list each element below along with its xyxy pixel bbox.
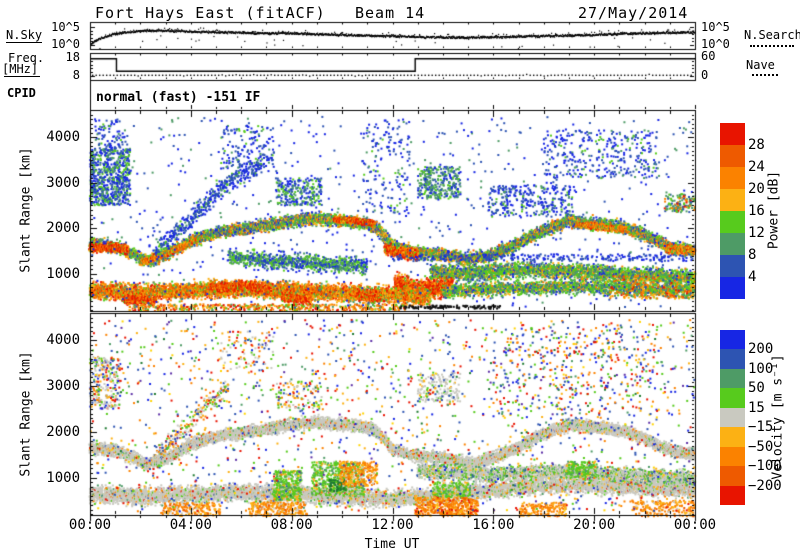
- x-tick-label: 00:00: [68, 517, 112, 533]
- power-colorbar-segment: [720, 145, 745, 167]
- nave-linestyle: [752, 74, 778, 76]
- power-range-tick-label: 2000: [46, 220, 80, 237]
- x-axis-title: Time UT: [364, 537, 420, 552]
- x-tick-label: 16:00: [472, 517, 515, 533]
- freq-units-label: [MHz]: [2, 62, 39, 76]
- freq-tick-top: 18: [65, 50, 80, 64]
- cpid-label: CPID: [7, 86, 36, 100]
- nave-tick-top: 60: [701, 49, 716, 63]
- power-colorbar-label: 28: [748, 137, 765, 153]
- nave-tick-bottom: 0: [701, 68, 709, 82]
- power-colorbar-label: 20: [748, 181, 765, 197]
- velocity-colorbar-label: 100: [748, 360, 774, 377]
- power-colorbar-label: 12: [748, 225, 765, 241]
- velocity-colorbar-segment: [720, 466, 745, 486]
- x-tick-label: 04:00: [169, 517, 212, 533]
- power-colorbar-label: 24: [748, 159, 765, 175]
- power-colorbar: [720, 123, 745, 299]
- noise-tick-bottom: 10^0: [51, 37, 80, 51]
- power-colorbar-segment: [720, 233, 745, 255]
- power-colorbar-label: 8: [748, 247, 757, 263]
- velocity-colorbar-label: 200: [748, 341, 774, 358]
- power-colorbar-label: 4: [748, 269, 757, 285]
- noise-tick-top: 10^5: [51, 20, 80, 34]
- nave-label: Nave: [746, 58, 775, 72]
- noise-tick-top-right: 10^5: [701, 20, 730, 34]
- velocity-colorbar-label: −15: [748, 419, 774, 436]
- power-colorbar-segment: [720, 189, 745, 211]
- velocity-colorbar-segment: [720, 330, 745, 350]
- power-colorbar-segment: [720, 211, 745, 233]
- cpid-value: normal (fast) -151 IF: [96, 90, 261, 105]
- velocity-colorbar-segment: [720, 388, 745, 408]
- velocity-colorbar-segment: [720, 427, 745, 447]
- power-y-axis-title: Slant Range [km]: [18, 147, 34, 273]
- velocity-colorbar: [720, 330, 745, 505]
- velocity-colorbar-label: 15: [748, 399, 765, 416]
- date-label: 27/May/2014: [578, 4, 689, 22]
- beam-label: Beam 14: [355, 4, 426, 22]
- power-range-tick-label: 4000: [46, 129, 80, 146]
- noise-tick-bottom-right: 10^0: [701, 37, 730, 51]
- velocity-colorbar-segment: [720, 368, 745, 389]
- velocity-colorbar-label: −100: [748, 458, 782, 475]
- velocity-colorbar-label: −50: [748, 438, 774, 455]
- noise-search-label: N.Search: [744, 28, 800, 42]
- velocity-y-axis-title: Slant Range [km]: [18, 351, 34, 477]
- velocity-colorbar-segment: [720, 407, 745, 428]
- x-tick-label: 00:00: [673, 517, 717, 533]
- velocity-range-tick-label: 2000: [46, 423, 80, 440]
- power-colorbar-segment: [720, 123, 745, 145]
- velocity-colorbar-segment: [720, 446, 745, 467]
- power-range-tick-label: 1000: [46, 265, 80, 282]
- velocity-range-tick-label: 3000: [46, 378, 80, 395]
- power-colorbar-segment: [720, 167, 745, 189]
- x-tick-label: 08:00: [270, 517, 313, 533]
- x-tick-label: 12:00: [371, 517, 414, 533]
- freq-label: Freq.: [8, 51, 45, 65]
- freq-linestyle: [4, 76, 40, 77]
- velocity-range-tick-label: 1000: [46, 469, 80, 486]
- power-colorbar-segment: [720, 277, 745, 299]
- velocity-colorbar-label: 50: [748, 380, 765, 397]
- power-colorbar-segment: [720, 255, 745, 277]
- power-range-tick-label: 3000: [46, 174, 80, 191]
- power-colorbar-label: 16: [748, 203, 765, 219]
- noise-search-linestyle: [750, 45, 794, 47]
- page-title: Fort Hays East (fitACF): [95, 4, 326, 22]
- velocity-colorbar-label: −200: [748, 477, 782, 494]
- x-tick-label: 20:00: [573, 517, 616, 533]
- noise-sky-linestyle: [6, 42, 42, 43]
- velocity-range-tick-label: 4000: [46, 332, 80, 349]
- freq-tick-bottom: 8: [72, 68, 80, 82]
- noise-sky-label: N.Sky: [6, 28, 43, 42]
- velocity-colorbar-segment: [720, 349, 745, 369]
- velocity-colorbar-segment: [720, 485, 745, 505]
